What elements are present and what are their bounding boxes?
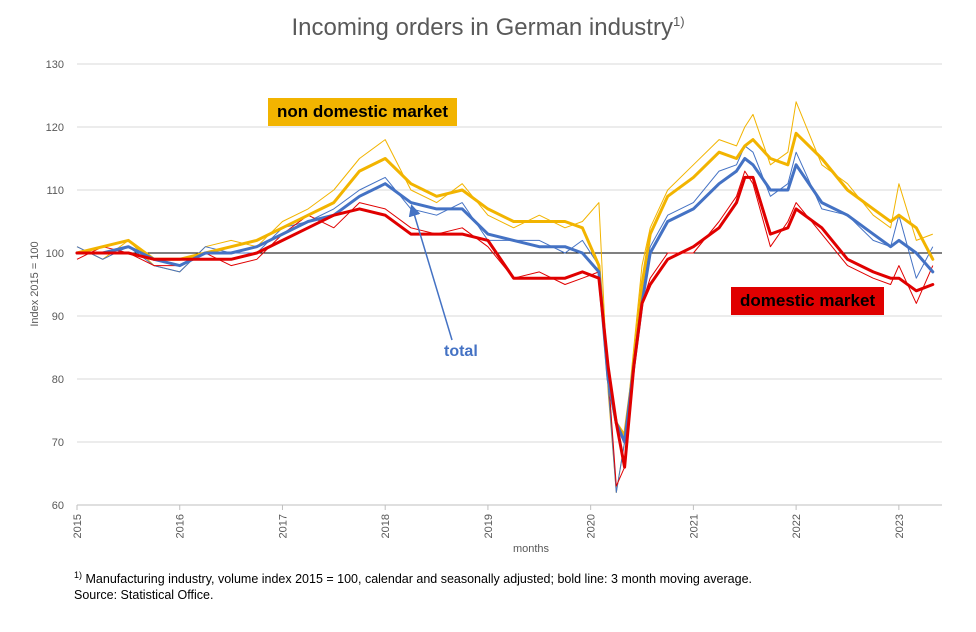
x-tick-label: 2016	[175, 514, 187, 538]
x-tick-label: 2023	[894, 514, 906, 538]
y-tick-label: 90	[52, 311, 64, 323]
footnote-text: Manufacturing industry, volume index 201…	[85, 572, 753, 587]
y-tick-label: 130	[46, 59, 64, 71]
series-thin-0	[76, 101, 933, 493]
x-tick-label: 2021	[688, 514, 700, 538]
footnote-line-1: 1) Manufacturing industry, volume index …	[74, 570, 752, 586]
x-tick-label: 2020	[586, 514, 598, 538]
moving-average-series	[75, 131, 935, 469]
y-tick-label: 70	[52, 437, 64, 449]
y-tick-label: 80	[52, 374, 64, 386]
footnote-line-2: Source: Statistical Office.	[74, 588, 214, 602]
total-arrow	[408, 204, 453, 341]
total-annotation-arrow	[408, 204, 453, 341]
chart-title-main: Incoming orders in German industry	[291, 14, 673, 41]
grid-lines	[77, 63, 942, 506]
y-tick-label: 110	[46, 185, 64, 197]
y-tick-label: 120	[46, 122, 64, 134]
domestic-market-label: domestic market	[731, 287, 885, 315]
x-tick-label: 2022	[791, 514, 803, 538]
x-tick-label: 2015	[72, 514, 84, 538]
axes: 60 70 80 90 100 110 120 130 2015 2016 2017 2018 2019…	[46, 59, 942, 538]
x-tick-label: 2017	[277, 514, 289, 538]
x-axis-title: months	[513, 543, 550, 555]
y-tick-label: 60	[52, 500, 64, 512]
chart-title: Incoming orders in German industry1)	[291, 14, 684, 41]
series-line-domestic-market	[75, 175, 935, 469]
y-tick-label: 100	[46, 248, 64, 260]
total-label: total	[444, 343, 478, 360]
x-tick-label: 2019	[483, 514, 495, 538]
non-domestic-market-label: non domestic market	[268, 98, 457, 126]
chart-title-superscript: 1)	[673, 14, 685, 29]
footnote-mark: 1)	[74, 570, 83, 580]
series-thin-1	[76, 145, 934, 493]
y-axis-title: Index 2015 = 100	[29, 241, 41, 326]
x-tick-label: 2018	[380, 514, 392, 538]
